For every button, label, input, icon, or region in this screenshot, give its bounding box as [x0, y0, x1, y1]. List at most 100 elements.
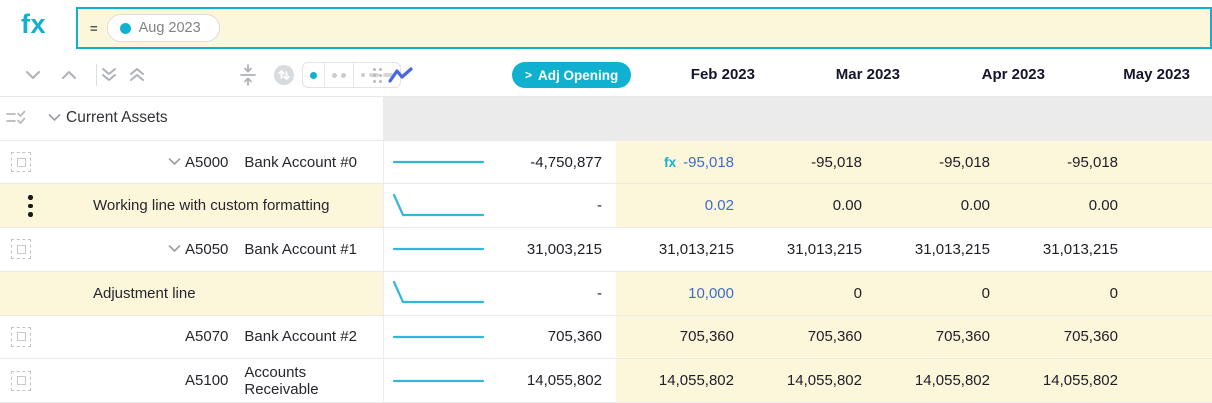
chevron-down-icon[interactable]	[25, 53, 41, 97]
kebab-menu-icon[interactable]	[28, 195, 33, 217]
month-cell[interactable]: 14,055,802	[1000, 359, 1128, 402]
row-name: Bank Account #1	[244, 240, 357, 258]
sparkline-flat-icon	[392, 248, 485, 251]
group-label[interactable]: Current Assets	[48, 109, 383, 127]
month-cell[interactable]: 31,013,215	[616, 228, 744, 271]
table-row: Adjustment line - 10,000 0 0 0	[0, 271, 1212, 316]
column-header-feb[interactable]: Feb 2023	[690, 66, 755, 83]
row-expand-chevron-icon[interactable]	[168, 158, 181, 166]
density-option-dots[interactable]	[324, 63, 353, 87]
drag-handle-icon[interactable]	[11, 326, 31, 347]
equals-sign: =	[90, 20, 98, 36]
month-cell[interactable]: 14,055,802	[744, 359, 872, 402]
cell-value: 14,055,802	[1042, 372, 1118, 390]
month-cell[interactable]: 0.00	[1000, 184, 1128, 227]
month-cell[interactable]: 14,055,802	[616, 359, 744, 402]
cell-value: 31,013,215	[786, 240, 862, 258]
sparkline-drop-icon	[392, 193, 485, 216]
row-sparkline	[383, 271, 500, 315]
double-chevron-up-icon[interactable]	[129, 53, 145, 97]
month-cell[interactable]: 31,013,215	[1000, 228, 1128, 271]
line-chart-icon[interactable]	[388, 53, 414, 97]
row-summary-value[interactable]: -	[597, 197, 602, 215]
row-name: Working line with custom formatting	[93, 197, 330, 215]
drag-handle-icon[interactable]	[11, 239, 31, 260]
month-filler	[1128, 184, 1212, 227]
formula-input[interactable]: = Aug 2023	[76, 7, 1212, 49]
row-summary-value[interactable]: -	[597, 284, 602, 302]
month-cell[interactable]: 0.00	[744, 184, 872, 227]
column-header-may[interactable]: May 2023	[1123, 66, 1190, 83]
drag-handle-icon[interactable]	[11, 370, 31, 391]
row-label[interactable]: Working line with custom formatting	[48, 197, 383, 214]
month-filler	[1128, 316, 1212, 359]
group-expand-chevron-icon[interactable]	[48, 114, 61, 122]
column-header-apr[interactable]: Apr 2023	[981, 66, 1045, 83]
group-summary-band	[383, 97, 1212, 140]
row-label[interactable]: Adjustment line	[48, 285, 383, 302]
month-cell[interactable]: 0.02	[616, 184, 744, 227]
adj-opening-button[interactable]: > Adj Opening	[512, 62, 632, 88]
density-option-dot[interactable]	[303, 63, 324, 87]
fx-badge: fx	[664, 154, 677, 170]
cell-value: 705,360	[935, 328, 990, 346]
row-month-cells: 31,013,215 31,013,215 31,013,215 31,013,215	[616, 228, 1212, 271]
row-name: Bank Account #0	[244, 153, 357, 171]
month-cell[interactable]: 0	[872, 272, 1000, 315]
month-filler	[1128, 272, 1212, 315]
table-row: A5000 Bank Account #0 -4,750,877 fx -95,0…	[0, 140, 1212, 185]
row-month-cells: 10,000 0 0 0	[616, 271, 1212, 315]
cell-value: 0	[981, 284, 990, 302]
row-summary-value[interactable]: -4,750,877	[530, 153, 602, 171]
column-header-mar[interactable]: Mar 2023	[835, 66, 900, 83]
cell-value: 14,055,802	[914, 372, 990, 390]
row-summary-value[interactable]: 705,360	[547, 328, 602, 346]
drag-grip-icon[interactable]	[373, 68, 382, 83]
swap-vertical-circle-icon[interactable]	[272, 53, 296, 97]
cell-value: 0	[853, 284, 862, 302]
month-cell[interactable]: 0	[1000, 272, 1128, 315]
month-cell[interactable]: 0.00	[872, 184, 1000, 227]
table-row: A5070 Bank Account #2 705,360 705,360 705…	[0, 315, 1212, 360]
month-cell[interactable]: 14,055,802	[872, 359, 1000, 402]
row-code: A5070	[185, 328, 229, 346]
row-label[interactable]: A5050 Bank Account #1	[48, 241, 383, 258]
month-cell[interactable]: -95,018	[1000, 141, 1128, 184]
double-chevron-down-icon[interactable]	[101, 53, 117, 97]
row-summary-value[interactable]: 14,055,802	[526, 372, 602, 390]
chevron-up-icon[interactable]	[61, 53, 77, 97]
cell-value: -95,018	[1067, 153, 1118, 171]
align-vertical-center-icon[interactable]	[238, 53, 258, 97]
month-filler	[1128, 359, 1212, 402]
row-left: A5100 Accounts Receivable	[0, 359, 383, 402]
cell-value: 0.00	[1088, 197, 1118, 215]
list-check-icon[interactable]	[5, 109, 27, 127]
row-month-cells: 0.02 0.00 0.00 0.00	[616, 184, 1212, 228]
month-cell[interactable]: 705,360	[744, 316, 872, 359]
row-left: Adjustment line	[0, 271, 383, 315]
row-sparkline	[383, 359, 500, 402]
month-cell[interactable]: 705,360	[872, 316, 1000, 359]
drag-handle-icon[interactable]	[11, 152, 31, 173]
month-cell[interactable]: 31,013,215	[744, 228, 872, 271]
month-cell[interactable]: 705,360	[616, 316, 744, 359]
month-cell[interactable]: 0	[744, 272, 872, 315]
row-label[interactable]: A5100 Accounts Receivable	[48, 364, 383, 398]
formula-token-pill[interactable]: Aug 2023	[106, 14, 220, 42]
month-cell[interactable]: 705,360	[1000, 316, 1128, 359]
month-cell[interactable]: -95,018	[744, 141, 872, 184]
cell-value: 705,360	[679, 328, 734, 346]
row-left: A5000 Bank Account #0	[0, 141, 383, 184]
row-expand-chevron-icon[interactable]	[168, 245, 181, 253]
row-summary-value[interactable]: 31,003,215	[526, 240, 602, 258]
month-cell[interactable]: -95,018	[872, 141, 1000, 184]
row-label[interactable]: A5000 Bank Account #0	[48, 154, 383, 171]
month-cell[interactable]: 10,000	[616, 272, 744, 315]
month-cell[interactable]: fx -95,018	[616, 141, 744, 184]
row-name: Bank Account #2	[244, 328, 357, 346]
row-name: Accounts Receivable	[244, 363, 319, 398]
row-month-cells: 14,055,802 14,055,802 14,055,802 14,055,802	[616, 359, 1212, 402]
cell-value: 14,055,802	[786, 372, 862, 390]
month-cell[interactable]: 31,013,215	[872, 228, 1000, 271]
row-label[interactable]: A5070 Bank Account #2	[48, 328, 383, 345]
